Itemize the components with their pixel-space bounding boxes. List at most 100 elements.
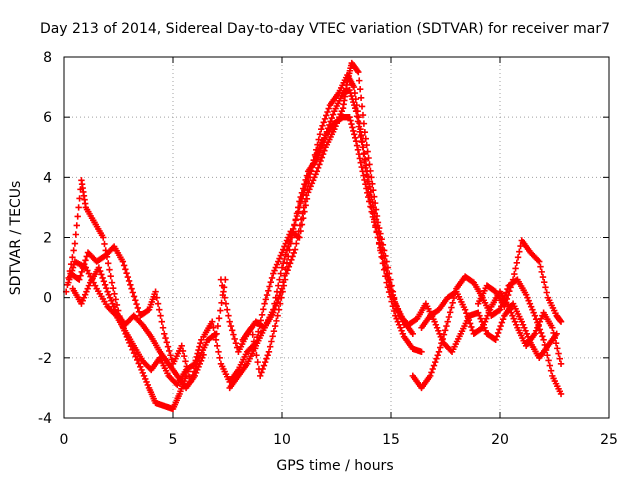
data-point bbox=[218, 299, 225, 307]
data-point bbox=[316, 131, 324, 138]
data-point bbox=[142, 375, 149, 383]
data-point bbox=[381, 258, 388, 265]
data-point bbox=[263, 355, 270, 362]
data-point bbox=[540, 336, 547, 343]
data-point bbox=[478, 325, 485, 332]
data-point bbox=[275, 282, 282, 289]
data-point bbox=[329, 111, 337, 118]
satellite-track-12 bbox=[475, 237, 565, 325]
data-point bbox=[313, 146, 320, 154]
data-point bbox=[348, 92, 355, 100]
data-point bbox=[468, 323, 475, 331]
satellite-track-8 bbox=[239, 71, 403, 380]
data-point bbox=[537, 263, 544, 270]
data-point bbox=[384, 270, 391, 277]
data-point bbox=[512, 321, 520, 328]
data-point bbox=[138, 366, 145, 374]
data-point bbox=[544, 352, 551, 359]
data-point bbox=[465, 316, 473, 324]
data-point bbox=[327, 118, 334, 125]
data-point bbox=[483, 315, 490, 322]
y-tick-label: 6 bbox=[43, 110, 52, 126]
data-point bbox=[293, 210, 301, 217]
data-point bbox=[519, 321, 527, 328]
data-point bbox=[281, 276, 289, 283]
data-point bbox=[152, 288, 159, 295]
data-point bbox=[261, 300, 268, 307]
data-point bbox=[209, 318, 216, 325]
data-point bbox=[101, 281, 109, 288]
data-point bbox=[301, 198, 309, 205]
data-point bbox=[511, 270, 518, 278]
y-tick-label: -4 bbox=[38, 411, 52, 427]
data-point bbox=[529, 306, 536, 313]
data-point bbox=[295, 228, 303, 235]
data-point bbox=[382, 264, 390, 271]
data-point bbox=[482, 327, 489, 334]
data-point bbox=[427, 372, 434, 380]
data-point bbox=[161, 330, 168, 337]
data-point bbox=[109, 300, 116, 307]
data-point bbox=[534, 324, 541, 331]
data-point bbox=[290, 249, 298, 257]
data-point bbox=[268, 274, 276, 282]
data-point bbox=[553, 330, 560, 337]
data-point bbox=[516, 248, 523, 255]
data-point bbox=[449, 299, 456, 307]
data-point bbox=[178, 342, 185, 349]
data-point bbox=[288, 234, 296, 241]
data-point bbox=[195, 363, 202, 371]
data-point bbox=[140, 372, 148, 380]
x-axis-label: GPS time / hours bbox=[276, 458, 393, 474]
data-point bbox=[352, 138, 360, 145]
data-point bbox=[368, 174, 375, 181]
data-point bbox=[526, 300, 534, 307]
data-point bbox=[271, 322, 279, 330]
data-point bbox=[499, 315, 507, 323]
data-point bbox=[448, 304, 455, 311]
data-point bbox=[309, 162, 316, 169]
data-point bbox=[231, 335, 238, 343]
data-point bbox=[557, 390, 565, 398]
data-point bbox=[367, 188, 374, 196]
data-point bbox=[262, 296, 270, 303]
data-point bbox=[101, 240, 108, 248]
data-point bbox=[523, 330, 530, 337]
data-point bbox=[164, 343, 172, 350]
data-point bbox=[324, 125, 332, 132]
data-point bbox=[261, 358, 269, 366]
data-point bbox=[433, 324, 441, 331]
data-point bbox=[252, 345, 259, 352]
data-point bbox=[495, 307, 502, 314]
data-point bbox=[524, 294, 531, 301]
data-point bbox=[200, 351, 207, 359]
data-point bbox=[361, 150, 368, 157]
data-point bbox=[550, 329, 557, 337]
data-point bbox=[105, 291, 113, 298]
x-tick-label: 15 bbox=[382, 432, 400, 448]
data-point bbox=[210, 324, 217, 331]
data-point bbox=[484, 312, 491, 319]
data-point bbox=[309, 177, 317, 184]
data-point bbox=[480, 321, 488, 328]
data-point bbox=[371, 210, 379, 217]
x-tick-label: 0 bbox=[60, 432, 69, 448]
data-point bbox=[445, 313, 453, 321]
data-point bbox=[557, 318, 565, 325]
data-point bbox=[354, 67, 361, 74]
data-point bbox=[509, 312, 516, 319]
data-point bbox=[79, 297, 86, 304]
data-point bbox=[133, 356, 141, 364]
data-point bbox=[541, 341, 549, 349]
data-point bbox=[157, 312, 164, 319]
data-point bbox=[73, 222, 80, 229]
data-point bbox=[496, 326, 503, 333]
data-point bbox=[293, 240, 300, 247]
data-point bbox=[357, 159, 364, 166]
data-point bbox=[119, 258, 127, 265]
data-point bbox=[265, 287, 272, 294]
data-point bbox=[264, 352, 271, 359]
data-point bbox=[394, 305, 401, 313]
data-point bbox=[134, 304, 142, 312]
data-point bbox=[522, 327, 529, 334]
